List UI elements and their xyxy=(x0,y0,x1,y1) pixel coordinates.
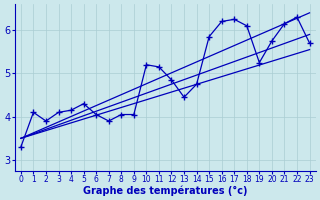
X-axis label: Graphe des températures (°c): Graphe des températures (°c) xyxy=(83,185,247,196)
